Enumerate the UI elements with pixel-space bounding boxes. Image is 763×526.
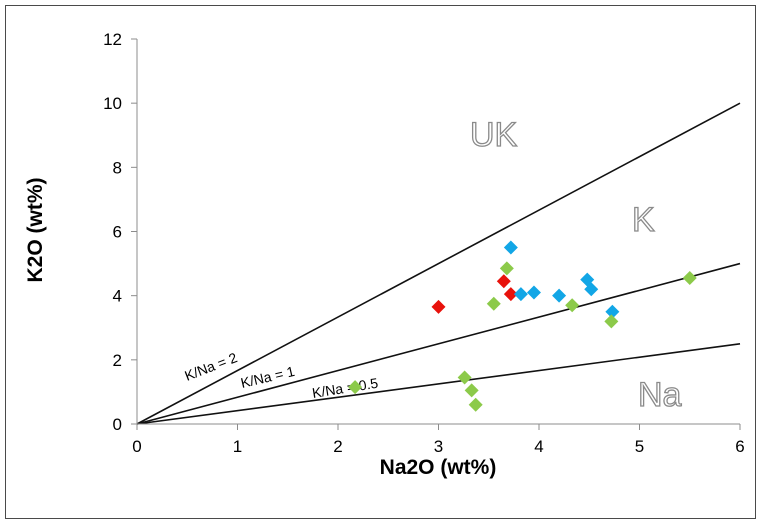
region-labels: UK K Na — [469, 115, 682, 414]
y-tick-label: 2 — [113, 351, 122, 370]
x-tick-label: 4 — [534, 437, 543, 456]
data-point — [503, 287, 518, 302]
x-tick-label: 1 — [233, 437, 242, 456]
axis-titles: Na2O (wt%) K2O (wt%) — [24, 178, 496, 480]
reference-line-2 — [136, 342, 741, 425]
x-tick-label: 6 — [735, 437, 744, 456]
y-tick-label: 4 — [113, 287, 122, 306]
data-point — [464, 383, 479, 398]
reference-line-1 — [136, 262, 741, 425]
region-label-na: Na — [638, 376, 682, 414]
x-tick-label: 5 — [635, 437, 644, 456]
chart-frame — [5, 5, 756, 519]
data-point — [584, 282, 599, 297]
ratio-label-2: K/Na = 2 — [182, 349, 239, 384]
y-tick-label: 8 — [113, 158, 122, 177]
y-tick-label: 6 — [113, 223, 122, 242]
y-axis-title: K2O (wt%) — [24, 178, 47, 283]
data-point — [496, 274, 511, 289]
data-point — [604, 314, 619, 329]
y-tick-label: 0 — [113, 415, 122, 434]
y-tick-label: 12 — [103, 30, 122, 49]
data-point — [486, 296, 501, 311]
reference-lines — [136, 102, 741, 425]
x-tick-label: 2 — [333, 437, 342, 456]
x-tick-label: 0 — [132, 437, 141, 456]
x-tick-label: 3 — [434, 437, 443, 456]
data-point — [605, 304, 620, 319]
data-point — [431, 299, 446, 314]
region-label-k: K — [632, 201, 655, 239]
reference-line-0 — [136, 102, 741, 425]
ratio-label-1: K/Na = 1 — [239, 363, 296, 391]
data-point — [503, 240, 518, 255]
data-point — [526, 285, 541, 300]
data-points — [348, 240, 697, 412]
data-point — [499, 261, 514, 276]
data-point — [513, 287, 528, 302]
y-tick-label: 10 — [103, 94, 122, 113]
region-label-uk: UK — [470, 116, 518, 154]
data-point — [682, 271, 697, 286]
data-point — [468, 397, 483, 412]
x-axis-title: Na2O (wt%) — [380, 456, 497, 479]
data-point — [552, 288, 567, 303]
data-point — [348, 380, 363, 395]
data-point — [457, 370, 472, 385]
data-point — [565, 298, 580, 313]
reference-line-labels: K/Na = 2 K/Na = 1 K/Na = 0.5 — [182, 349, 379, 401]
